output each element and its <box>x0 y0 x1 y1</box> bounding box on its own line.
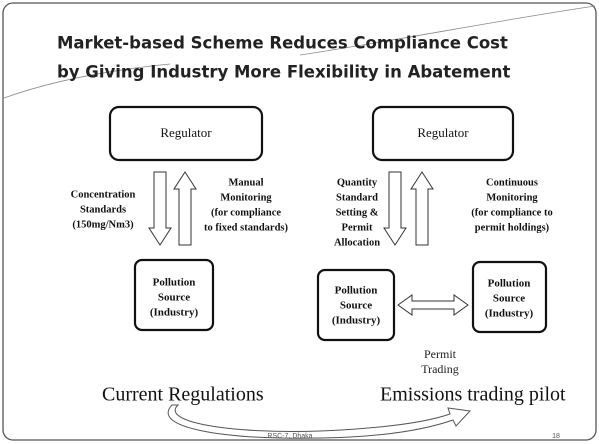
decor-line <box>299 5 596 56</box>
up-arrow <box>410 171 434 246</box>
arrow-label: Monitoring <box>486 192 538 203</box>
down-arrow <box>148 171 172 246</box>
source-label: Source <box>158 292 190 304</box>
trade-arrow <box>397 294 469 316</box>
down-arrow <box>383 171 407 246</box>
source-label: Pollution <box>153 277 196 289</box>
regulator-label: Regulator <box>417 125 469 140</box>
regulator-box <box>108 105 264 162</box>
arrow-label: (150mg/Nm3) <box>72 219 134 230</box>
source-label: Source <box>493 293 525 305</box>
trading-label: Permit <box>424 347 457 361</box>
source-label: (Industry) <box>332 315 381 327</box>
arrow-label: Standard <box>336 192 378 203</box>
caption: Current Regulations <box>102 384 264 406</box>
source-label: (Industry) <box>150 307 199 319</box>
title-line: Market-based Scheme Reduces Compliance C… <box>57 34 508 53</box>
decor-line <box>3 63 171 99</box>
arrow-label: Permit <box>342 222 373 233</box>
arrow-label: Setting & <box>336 207 379 218</box>
footer: RSC-7, Dhaka <box>267 433 312 440</box>
arrow-label: Standards <box>80 204 126 215</box>
source-box <box>471 260 548 334</box>
source-label: Pollution <box>488 278 531 290</box>
regulator-box <box>371 105 515 162</box>
arrow-label: Continuous <box>486 177 538 188</box>
arrow-label: Monitoring <box>220 192 272 203</box>
transition-arrow <box>167 404 472 439</box>
trading-label: Trading <box>421 362 459 376</box>
arrow-label: Allocation <box>334 237 380 248</box>
regulator-label: Regulator <box>160 125 212 140</box>
arrow-label: permit holdings) <box>475 222 550 233</box>
source-label: Pollution <box>335 285 378 297</box>
arrow-label: (for compliance to <box>471 207 552 218</box>
source-label: Source <box>340 300 372 312</box>
arrow-label: to fixed standards) <box>204 222 289 233</box>
up-arrow <box>173 171 197 246</box>
arrow-label: Quantity <box>337 177 378 188</box>
source-box <box>316 268 396 342</box>
arrow-label: Concentration <box>71 189 136 200</box>
source-box <box>133 258 215 332</box>
title-line: by Giving Industry More Flexibility in A… <box>57 63 510 82</box>
caption: Emissions trading pilot <box>380 384 566 406</box>
source-label: (Industry) <box>485 308 534 320</box>
page-number: 18 <box>552 433 560 440</box>
arrow-label: (for compliance <box>211 207 281 218</box>
arrow-label: Manual <box>228 177 263 188</box>
